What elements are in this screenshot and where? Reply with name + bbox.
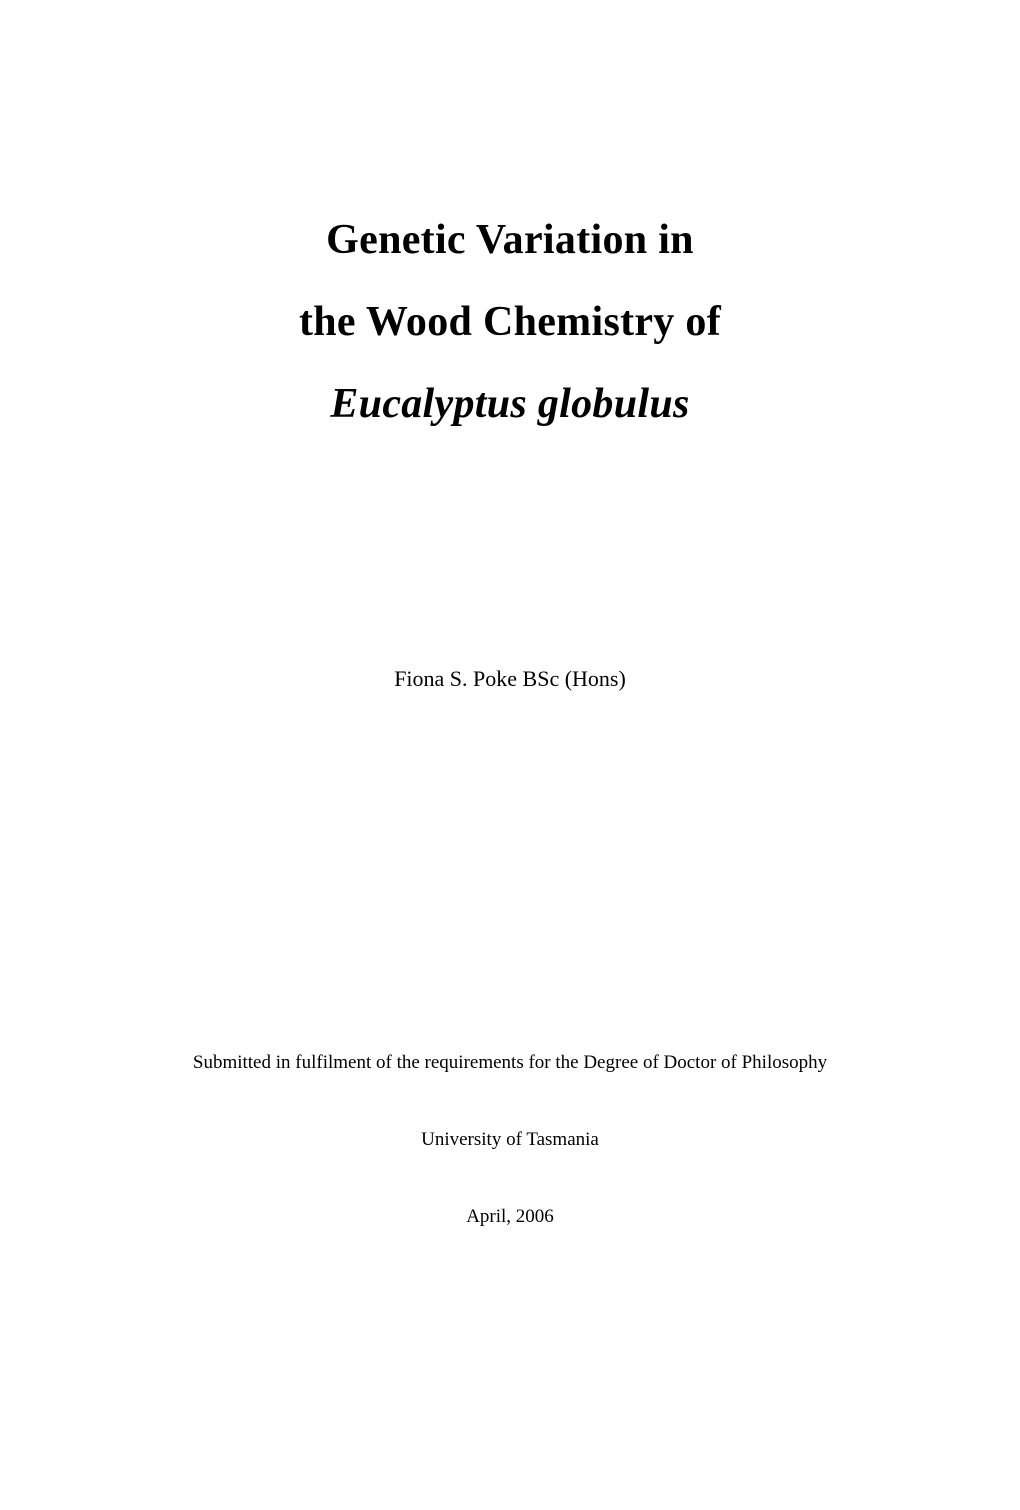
title-page: Genetic Variation in the Wood Chemistry …	[0, 0, 1020, 1510]
title-line-3: Eucalyptus globulus	[140, 364, 880, 446]
university-name: University of Tasmania	[140, 1129, 880, 1151]
author-name: Fiona S. Poke BSc (Hons)	[140, 666, 880, 692]
title-line-1: Genetic Variation in	[140, 200, 880, 282]
title-line-2: the Wood Chemistry of	[140, 282, 880, 364]
submission-statement: Submitted in fulfilment of the requireme…	[140, 1052, 880, 1074]
submission-block: Submitted in fulfilment of the requireme…	[140, 1052, 880, 1228]
title-block: Genetic Variation in the Wood Chemistry …	[140, 200, 880, 446]
submission-date: April, 2006	[140, 1206, 880, 1228]
